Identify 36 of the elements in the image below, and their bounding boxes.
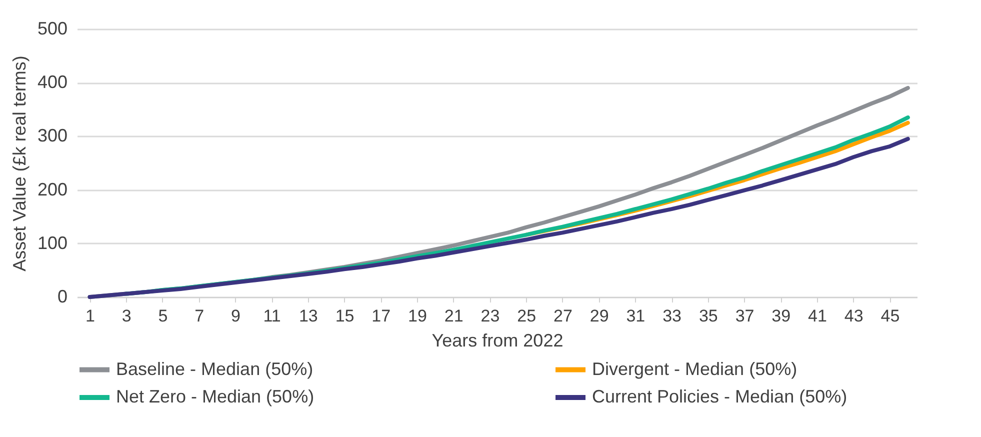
x-tick-label: 9: [230, 306, 240, 326]
legend-label: Baseline - Median (50%): [116, 358, 314, 379]
y-tick-label: 200: [37, 179, 68, 200]
y-axis-title: Asset Value (£k real terms): [9, 56, 30, 272]
y-tick-label: 400: [37, 72, 68, 92]
y-tick-label: 0: [57, 286, 68, 306]
x-tick-label: 17: [372, 306, 391, 326]
x-tick-label: 11: [263, 306, 281, 326]
legend-label: Net Zero - Median (50%): [116, 386, 314, 406]
y-tick-label: 300: [37, 126, 68, 146]
x-tick-label: 5: [158, 306, 168, 326]
x-tick-label: 7: [194, 306, 204, 326]
x-tick-label: 45: [880, 306, 900, 326]
x-tick-label: 3: [122, 306, 132, 326]
x-tick-label: 23: [480, 306, 500, 326]
x-tick-label: 21: [444, 306, 464, 326]
x-tick-label: 41: [808, 306, 827, 326]
x-tick-label: 37: [735, 306, 754, 326]
x-tick-label: 15: [335, 306, 354, 326]
y-tick-label: 100: [37, 232, 68, 253]
x-tick-label: 29: [590, 306, 609, 326]
x-tick-label: 35: [698, 306, 718, 326]
x-tick-label: 1: [85, 306, 95, 326]
x-tick-label: 13: [298, 306, 318, 326]
x-tick-label: 43: [844, 306, 864, 326]
x-tick-label: 39: [772, 306, 791, 326]
x-tick-label: 25: [517, 306, 536, 326]
x-tick-label: 27: [553, 306, 572, 326]
x-tick-label: 33: [662, 306, 682, 326]
y-tick-label: 500: [37, 18, 68, 38]
legend-label: Current Policies - Median (50%): [592, 386, 848, 406]
legend-label: Divergent - Median (50%): [592, 358, 798, 379]
x-tick-label: 19: [408, 306, 427, 326]
x-axis-title: Years from 2022: [432, 330, 564, 350]
line-series: [88, 136, 910, 299]
x-tick-label: 31: [626, 306, 646, 326]
